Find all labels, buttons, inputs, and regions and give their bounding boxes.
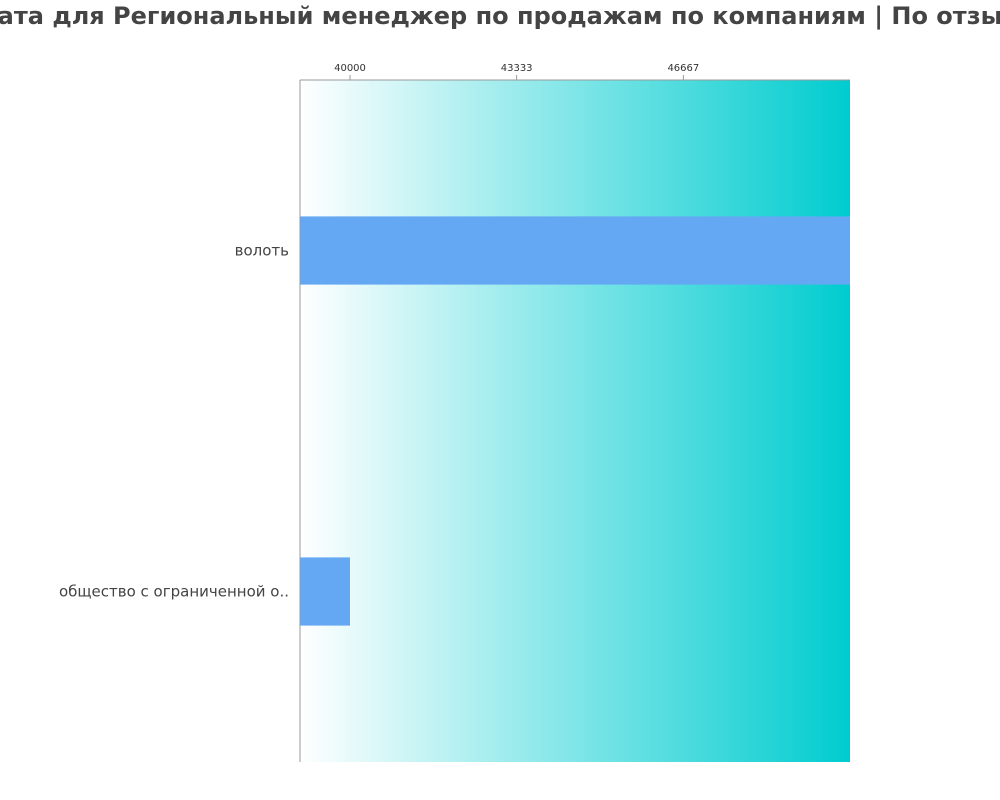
bar-1	[300, 557, 350, 626]
x-tick-label: 46667	[667, 63, 699, 74]
plot-background	[300, 80, 850, 762]
category-label-1: общество с ограниченной о..	[59, 583, 289, 601]
x-axis-ticks: 40000 43333 46667	[334, 63, 699, 80]
category-labels: волоть общество с ограниченной о..	[59, 242, 289, 601]
bar-0	[300, 216, 850, 285]
x-tick-label: 43333	[501, 63, 533, 74]
chart-title: ата для Региональный менеджер по продажа…	[0, 2, 1000, 30]
bars	[300, 216, 850, 626]
x-tick-label: 40000	[334, 63, 366, 74]
category-label-0: волоть	[235, 242, 289, 260]
